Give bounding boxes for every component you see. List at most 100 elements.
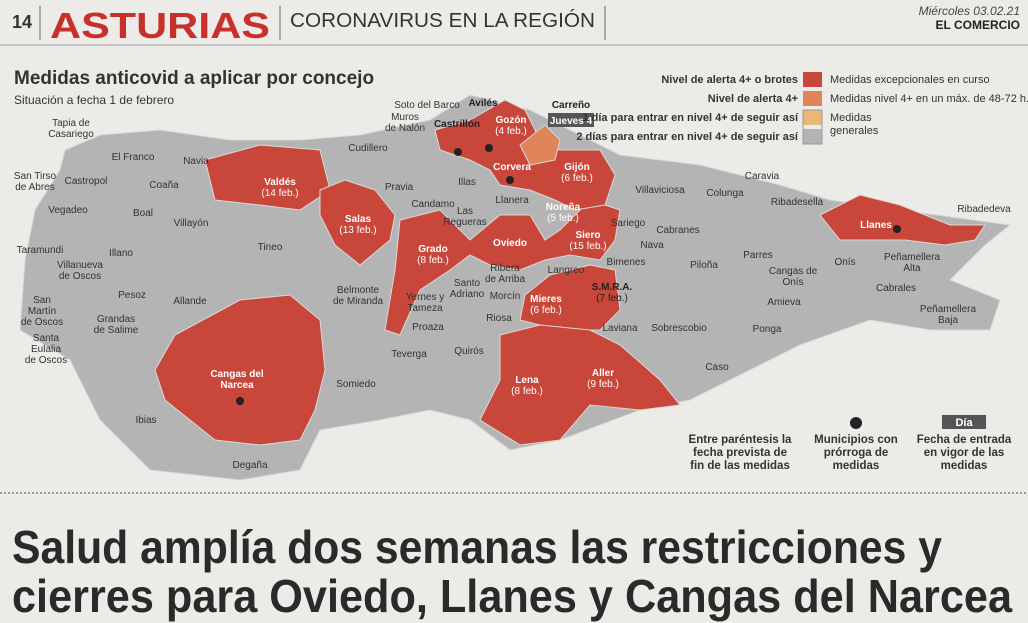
municipality-label: Noreña (5 feb.) bbox=[546, 202, 581, 224]
text-line: Siero bbox=[575, 230, 600, 241]
end-date: (4 feb.) bbox=[495, 126, 527, 137]
text-line: de Nalón bbox=[385, 123, 425, 134]
end-date: (7 feb.) bbox=[596, 293, 628, 304]
municipality-label: Tapia de Casariego bbox=[48, 118, 94, 140]
municipality-label: Castrillón bbox=[434, 119, 480, 130]
municipality-label: Ibias bbox=[135, 415, 156, 426]
note-tag: Día bbox=[955, 417, 973, 429]
municipality-label: Corvera bbox=[493, 162, 531, 173]
text-line: medidas bbox=[941, 460, 988, 472]
text-line: Parres bbox=[743, 250, 772, 261]
text-line: Cudillero bbox=[348, 143, 388, 154]
level4-region bbox=[519, 124, 561, 166]
labels: Valdés (14 feb.)Salas (13 feb.)Grado (8 feb… bbox=[14, 98, 1011, 471]
text-line: Las bbox=[457, 206, 473, 217]
text-line: Boal bbox=[133, 208, 153, 219]
municipality-label: Caravia bbox=[745, 171, 780, 182]
text-line: Ribadedeva bbox=[957, 204, 1011, 215]
legend-label: 1 día para entrar en nivel 4+ de seguir … bbox=[582, 112, 798, 124]
text-line: Carreño bbox=[552, 100, 590, 111]
legend-swatch bbox=[802, 109, 823, 145]
text-line: generales bbox=[830, 125, 879, 137]
municipality-label: Yernes y Tameza bbox=[406, 292, 445, 314]
text-line: Ponga bbox=[753, 324, 782, 335]
municipality-label: Soto del Barco bbox=[394, 100, 460, 111]
text-line: Proaza bbox=[412, 322, 444, 333]
municipality-label: S.M.R.A. (7 feb.) bbox=[592, 282, 633, 304]
date-tag-box bbox=[548, 113, 594, 127]
alert-region bbox=[819, 194, 986, 246]
legend-label: 2 días para entrar en nivel 4+ de seguir… bbox=[576, 131, 799, 143]
municipality-label: El Franco bbox=[112, 152, 155, 163]
text-line: Yernes y bbox=[406, 292, 445, 303]
text-line: Noreña bbox=[546, 202, 581, 213]
text-line: Somiedo bbox=[336, 379, 376, 390]
text-line: Peñamellera bbox=[920, 304, 977, 315]
text-line: fin de las medidas bbox=[690, 460, 790, 472]
alert-region bbox=[154, 294, 326, 446]
text-line: Laviana bbox=[602, 323, 637, 334]
text-line: Peñamellera bbox=[884, 252, 941, 263]
end-date: (13 feb.) bbox=[339, 225, 376, 236]
text-line: Medidas bbox=[830, 112, 872, 124]
text-line: Riosa bbox=[486, 313, 512, 324]
text-line: Mieres bbox=[530, 294, 562, 305]
text-line: Gijón bbox=[564, 162, 590, 173]
municipality-label: Gozón (4 feb.) bbox=[495, 115, 527, 137]
municipality-label: Illano bbox=[109, 248, 133, 259]
municipality-label: Sobrescobio bbox=[651, 323, 707, 334]
text-line: Oviedo bbox=[493, 238, 527, 249]
date: Miércoles 03.02.21 bbox=[919, 4, 1020, 18]
text-line: Tapia de bbox=[52, 118, 90, 129]
text-line: Cabranes bbox=[656, 225, 699, 236]
text-line: Alta bbox=[903, 263, 921, 274]
municipality-label: Cabranes bbox=[656, 225, 699, 236]
end-date: (8 feb.) bbox=[417, 255, 449, 266]
alert-region bbox=[319, 179, 396, 266]
text-line: Adriano bbox=[450, 289, 485, 300]
text-line: Teverga bbox=[391, 349, 427, 360]
municipality-label: Laviana bbox=[602, 323, 637, 334]
end-date: (6 feb.) bbox=[561, 173, 593, 184]
end-date: (14 feb.) bbox=[261, 188, 298, 199]
municipality-label: Tineo bbox=[258, 242, 283, 253]
text-line: Narcea bbox=[220, 380, 254, 391]
text-line: fecha prevista de bbox=[693, 447, 787, 459]
municipality-label: Pesoz bbox=[118, 290, 146, 301]
text-line: de Oscos bbox=[25, 355, 67, 366]
municipality-label: Pravia bbox=[385, 182, 414, 193]
text-line: Corvera bbox=[493, 162, 531, 173]
text-line: Casariego bbox=[48, 129, 94, 140]
alert-region bbox=[204, 144, 331, 211]
text-line: Villayón bbox=[174, 218, 209, 229]
text-line: Langreo bbox=[548, 265, 585, 276]
text-line: San Tirso bbox=[14, 171, 57, 182]
municipality-label: Riosa bbox=[486, 313, 512, 324]
municipality-label: Avilés bbox=[468, 98, 498, 109]
municipality-label: Villayón bbox=[174, 218, 209, 229]
alert-region bbox=[384, 199, 621, 336]
municipality-label: Bimenes bbox=[607, 257, 646, 268]
text-line: Entre paréntesis la bbox=[689, 434, 793, 446]
newspaper: EL COMERCIO bbox=[936, 18, 1020, 32]
municipality-label: Castropol bbox=[65, 176, 108, 187]
municipality-label: Llanera bbox=[495, 195, 529, 206]
text-line: Regueras bbox=[443, 217, 486, 228]
text-line: de Oscos bbox=[21, 317, 63, 328]
text-line: Cangas del bbox=[210, 369, 264, 380]
municipality-label: Boal bbox=[133, 208, 153, 219]
legend-swatch bbox=[803, 110, 822, 125]
legend: Nivel de alerta 4+ o brotes Medidas excep… bbox=[576, 72, 1028, 145]
text-line: Muros bbox=[391, 112, 419, 123]
municipality-label: Langreo bbox=[548, 265, 585, 276]
municipality-label: Valdés (14 feb.) bbox=[261, 177, 298, 199]
text-line: Eulalia bbox=[31, 344, 61, 355]
text-line: Quirós bbox=[454, 346, 483, 357]
infographic-subtitle: Situación a fecha 1 de febrero bbox=[14, 93, 174, 107]
text-line: Tineo bbox=[258, 242, 283, 253]
note-dot bbox=[850, 417, 862, 429]
text-line: Caravia bbox=[745, 171, 780, 182]
municipality-label: Aller (9 feb.) bbox=[587, 368, 619, 390]
municipality-label: Grandas de Salime bbox=[94, 314, 139, 336]
